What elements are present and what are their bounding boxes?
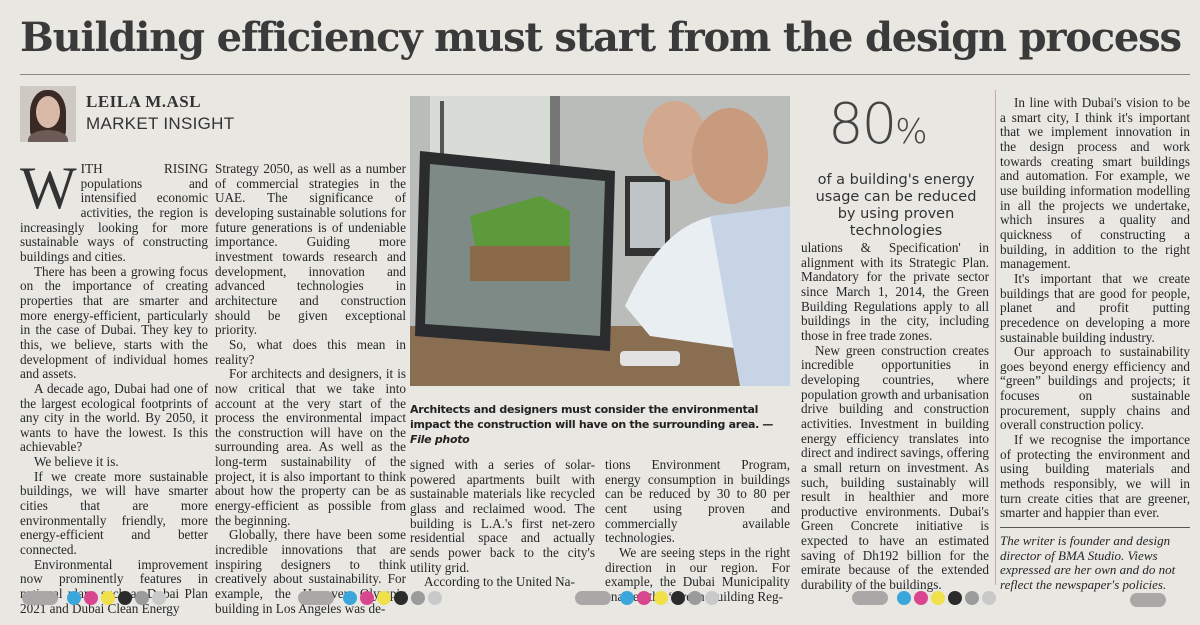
- column-divider: [995, 90, 996, 585]
- registration-dot: [688, 591, 702, 605]
- registration-pill: [1130, 593, 1166, 607]
- paragraph: There has been a growing focus on the im…: [20, 263, 208, 382]
- paragraph: A decade ago, Dubai had one of the large…: [20, 380, 208, 455]
- article-column-4: tions Environment Program, energy consum…: [605, 457, 790, 605]
- registration-dot: [343, 591, 357, 605]
- paragraph: tions Environment Program, energy consum…: [605, 457, 790, 546]
- registration-dot: [982, 591, 996, 605]
- caption-text: Architects and designers must consider t…: [410, 403, 760, 431]
- registration-pill: [22, 591, 58, 605]
- article-column-2: Strategy 2050, as well as a number of co…: [215, 161, 406, 616]
- registration-pill: [298, 591, 334, 605]
- paragraph: Globally, there have been some incredibl…: [215, 527, 406, 616]
- registration-dot: [411, 591, 425, 605]
- registration-dot: [360, 591, 374, 605]
- lead-smallcaps: ITH RISING: [80, 161, 208, 176]
- author-name: LEILA M.ASL: [86, 92, 202, 111]
- registration-dot: [948, 591, 962, 605]
- pullquote-number: 80%: [828, 92, 928, 157]
- author-avatar: [20, 86, 76, 142]
- paragraph: So, what does this mean in reality?: [215, 336, 406, 367]
- paragraph: According to the United Na-: [424, 574, 575, 590]
- registration-dot: [152, 591, 166, 605]
- registration-dot: [671, 591, 685, 605]
- registration-pill: [852, 591, 888, 605]
- paragraph: It's important that we create buildings …: [1000, 270, 1190, 345]
- registration-dot: [118, 591, 132, 605]
- paragraph: In line with Dubai's vision to be a smar…: [1000, 95, 1190, 272]
- file-photo: [410, 96, 790, 386]
- stat-unit: %: [895, 112, 927, 152]
- author-note: The writer is founder and design directo…: [1000, 527, 1190, 592]
- registration-dot: [931, 591, 945, 605]
- drop-cap: W: [20, 155, 77, 221]
- registration-dot: [84, 591, 98, 605]
- stat-value: 80: [828, 92, 897, 157]
- paragraph: If we recognise the importance of protec…: [1000, 432, 1190, 521]
- registration-dot: [654, 591, 668, 605]
- article-column-6: In line with Dubai's vision to be a smar…: [1000, 95, 1190, 521]
- article-column-1: W ITH RISING populations and intensified …: [20, 155, 208, 616]
- paragraph: signed with a series of solar-powered ap…: [410, 457, 595, 575]
- registration-set: [852, 591, 996, 605]
- column-label: MARKET INSIGHT: [86, 114, 235, 133]
- registration-dot: [965, 591, 979, 605]
- headline-rule: [20, 74, 1190, 75]
- article-column-5: ulations & Specification' in alignment w…: [801, 240, 989, 593]
- photo-credit: — File photo: [410, 418, 774, 446]
- pullquote-text: of a building's energy usage can be redu…: [815, 172, 977, 239]
- registration-dot: [637, 591, 651, 605]
- paragraph: Strategy 2050, as well as a number of co…: [215, 161, 406, 338]
- article-column-3: signed with a series of solar-powered ap…: [410, 457, 595, 590]
- paragraph: New green construction creates incredibl…: [801, 342, 989, 593]
- lead-text: populations and intensified economic act…: [20, 175, 208, 264]
- headline: Building efficiency must start from the …: [20, 14, 1182, 61]
- paragraph: Our approach to sustainability goes beyo…: [1000, 344, 1190, 433]
- paragraph: ulations & Specification' in alignment w…: [801, 240, 989, 343]
- registration-set: [22, 591, 166, 605]
- registration-dot: [914, 591, 928, 605]
- registration-dot: [705, 591, 719, 605]
- paragraph: If we create more sustainable buildings,…: [20, 468, 208, 558]
- registration-dot: [135, 591, 149, 605]
- registration-dot: [897, 591, 911, 605]
- paragraph: We believe it is.: [34, 454, 119, 470]
- print-registration-marks: [0, 591, 1200, 609]
- registration-dot: [620, 591, 634, 605]
- registration-dot: [377, 591, 391, 605]
- registration-dot: [67, 591, 81, 605]
- paragraph: For architects and designers, it is now …: [215, 366, 406, 528]
- registration-dot: [101, 591, 115, 605]
- registration-dot: [394, 591, 408, 605]
- registration-pill: [575, 591, 611, 605]
- photo-caption: Architects and designers must consider t…: [410, 402, 795, 447]
- registration-set: [298, 591, 442, 605]
- registration-set: [575, 591, 719, 605]
- registration-dot: [428, 591, 442, 605]
